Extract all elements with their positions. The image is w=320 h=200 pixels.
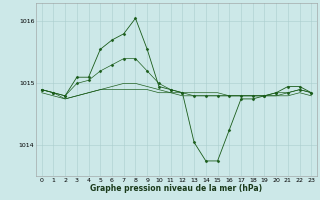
X-axis label: Graphe pression niveau de la mer (hPa): Graphe pression niveau de la mer (hPa) — [91, 184, 263, 193]
